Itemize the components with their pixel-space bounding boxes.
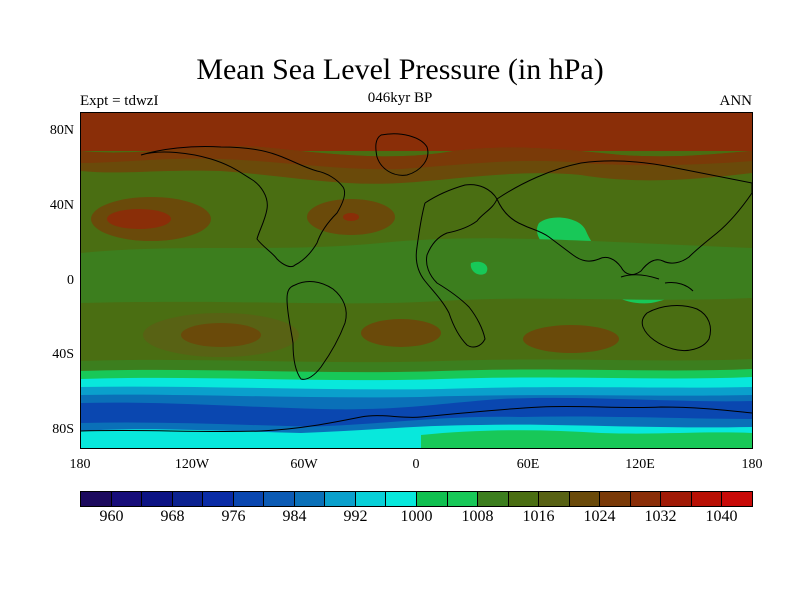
coast-south-america [286,281,347,380]
colorbar-cell [264,492,295,506]
lon-label-180w: 180 [69,457,91,472]
colorbar-cell [81,492,112,506]
colorbar-cell [630,492,662,506]
lat-label-80n: 80N [49,123,74,138]
season-label: ANN [719,93,753,109]
pressure-map [80,112,753,449]
coast-indonesia [620,274,694,292]
colorbar-cell [691,492,723,506]
colorbar-tick-label: 1008 [461,508,494,525]
s-indian-high [523,325,619,353]
african-low [470,261,488,275]
colorbar-tick-label: 968 [160,508,185,525]
colorbar-cell [447,492,479,506]
lat-label-40n: 40N [49,198,74,213]
n-pacific-high-inner [107,209,171,229]
colorbar-tick-label: 992 [343,508,368,525]
colorbar-tick-label: 984 [282,508,307,525]
colorbar-cell [142,492,173,506]
coast-north-america [140,145,346,268]
coast-australia [641,305,711,352]
colorbar-cell [111,492,143,506]
coast-antarctica [81,405,752,433]
colorbar-tick-label: 1024 [583,508,616,525]
lon-label-60w: 60W [290,457,318,472]
band-arctic-high [81,113,752,151]
colorbar-cell [478,492,509,506]
colorbar-cell [661,492,692,506]
lon-label-60e: 60E [516,457,540,472]
lat-label-80s: 80S [52,422,74,437]
band-arctic-high-mid [81,146,752,170]
colorbar-tick-label: 960 [99,508,124,525]
lon-label-0: 0 [412,457,420,472]
s-atlantic-high [361,319,441,347]
lat-label-40s: 40S [52,347,74,362]
colorbar-tick-label: 1000 [400,508,433,525]
colorbar-cell [417,492,448,506]
colorbar-cell [233,492,265,506]
coast-greenland [375,133,429,176]
n-atlantic-high-inner [343,213,359,221]
colorbar-tick-label: 1040 [705,508,738,525]
colorbar-cell [508,492,540,506]
band-976 [81,397,752,428]
lon-label-120w: 120W [174,457,210,472]
colorbar-cell [203,492,234,506]
s-pacific-high-inner [181,323,261,347]
time-period-label: 046kyr BP [367,90,433,106]
colorbar-tick-label: 1032 [644,508,677,525]
coastlines [81,133,752,433]
lon-label-120e: 120E [625,457,655,472]
colorbar-tick-label: 1016 [522,508,555,525]
colorbar-cell [386,492,418,506]
pressure-colorbar [80,491,753,507]
coast-europe-africa [415,184,498,348]
map-canvas [81,113,752,448]
colorbar-tick-label: 976 [221,508,246,525]
colorbar-cell [325,492,356,506]
lon-label-180e: 180 [741,457,763,472]
coast-asia [496,160,752,275]
colorbar-cell [569,492,601,506]
antarctic-1000 [421,430,752,448]
map-title: Mean Sea Level Pressure (in hPa) [196,53,604,86]
lat-label-eq: 0 [67,273,74,288]
colorbar-cell [172,492,204,506]
colorbar-cell [294,492,326,506]
colorbar-cell [600,492,631,506]
experiment-label: Expt = tdwzI [80,93,159,109]
colorbar-cell [722,492,753,506]
colorbar-cell [355,492,387,506]
colorbar-cell [539,492,570,506]
equatorial-belt [81,238,752,304]
